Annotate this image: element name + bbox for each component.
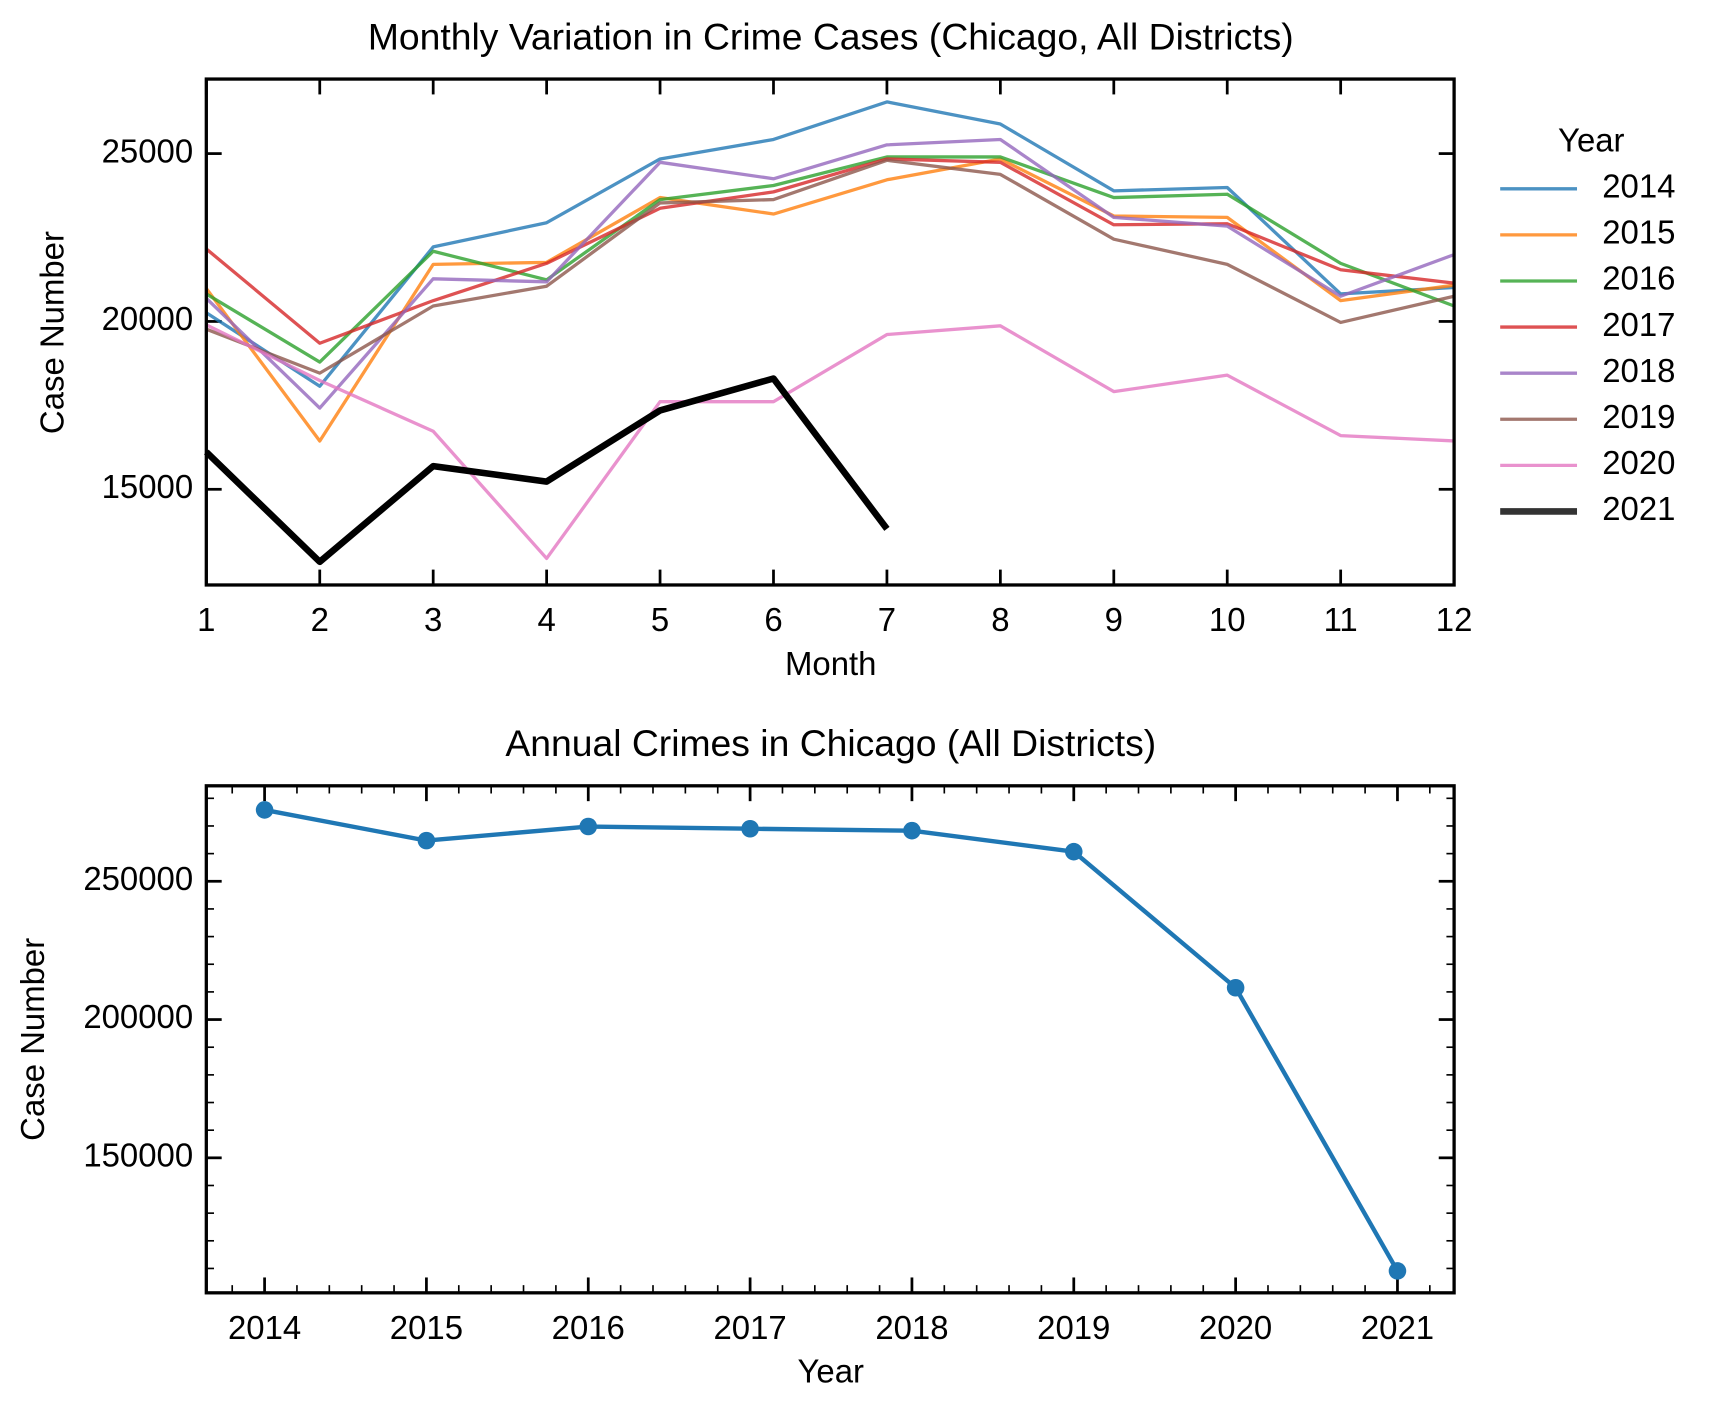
x-tick-label: 10 — [1209, 601, 1246, 638]
legend-label: 2017 — [1602, 306, 1675, 343]
series-line — [204, 375, 890, 566]
y-tick-label: 200000 — [83, 998, 193, 1035]
series-line — [264, 807, 1400, 1273]
x-tick-label: 2017 — [713, 1309, 786, 1346]
x-axis-label: Month — [785, 645, 876, 682]
y-axis-label: Case Number — [14, 938, 51, 1141]
x-tick-label: 3 — [424, 601, 442, 638]
x-tick-label: 2 — [311, 601, 329, 638]
x-tick-label: 6 — [764, 601, 782, 638]
plot-frame — [204, 77, 1456, 587]
x-tick-label: 2018 — [875, 1309, 948, 1346]
x-tick-label: 9 — [1105, 601, 1123, 638]
point — [903, 821, 921, 840]
point — [255, 801, 274, 819]
x-tick-label: 2015 — [390, 1309, 463, 1346]
x-tick-label: 12 — [1436, 601, 1473, 638]
y-tick-label: 20000 — [102, 300, 194, 337]
series-line — [205, 157, 1455, 345]
plot-frame — [204, 784, 1456, 1295]
x-tick-label: 8 — [991, 601, 1009, 638]
x-tick-label: 4 — [537, 601, 555, 638]
point — [1388, 1262, 1407, 1280]
point — [1064, 842, 1083, 861]
x-axis-label: Year — [798, 1353, 865, 1390]
series-line — [204, 157, 1455, 443]
y-tick-label: 15000 — [102, 468, 194, 505]
legend-label: 2020 — [1602, 444, 1675, 481]
y-tick-label: 250000 — [83, 860, 193, 897]
x-tick-label: 2020 — [1199, 1309, 1272, 1346]
point — [579, 817, 598, 836]
x-tick-label: 2016 — [552, 1309, 625, 1346]
legend-label: 2018 — [1602, 352, 1675, 389]
x-tick-label: 2021 — [1361, 1309, 1434, 1346]
legend-label: 2014 — [1602, 168, 1675, 205]
y-axis-label: Case Number — [34, 231, 71, 434]
legend-label: 2019 — [1602, 398, 1675, 435]
legend-title: Year — [1558, 121, 1625, 158]
y-tick-label: 150000 — [83, 1137, 193, 1174]
chart-title: Annual Crimes in Chicago (All Districts) — [505, 722, 1156, 764]
point — [417, 831, 436, 850]
x-tick-label: 1 — [197, 601, 215, 638]
x-tick-label: 7 — [878, 601, 896, 638]
series-line — [205, 155, 1455, 364]
legend-label: 2021 — [1602, 490, 1675, 527]
point — [1226, 978, 1245, 997]
y-tick-label: 25000 — [102, 132, 194, 169]
chart-title: Monthly Variation in Crime Cases (Chicag… — [368, 15, 1294, 57]
series-line — [205, 137, 1455, 410]
legend-label: 2015 — [1602, 214, 1675, 251]
series-line — [205, 323, 1455, 561]
legend-label: 2016 — [1602, 260, 1675, 297]
series-line — [205, 100, 1455, 388]
x-tick-label: 5 — [651, 601, 669, 638]
series-line — [205, 158, 1455, 375]
point — [741, 819, 759, 838]
x-tick-label: 2014 — [228, 1309, 301, 1346]
x-tick-label: 2019 — [1037, 1309, 1110, 1346]
x-tick-label: 11 — [1324, 601, 1358, 638]
